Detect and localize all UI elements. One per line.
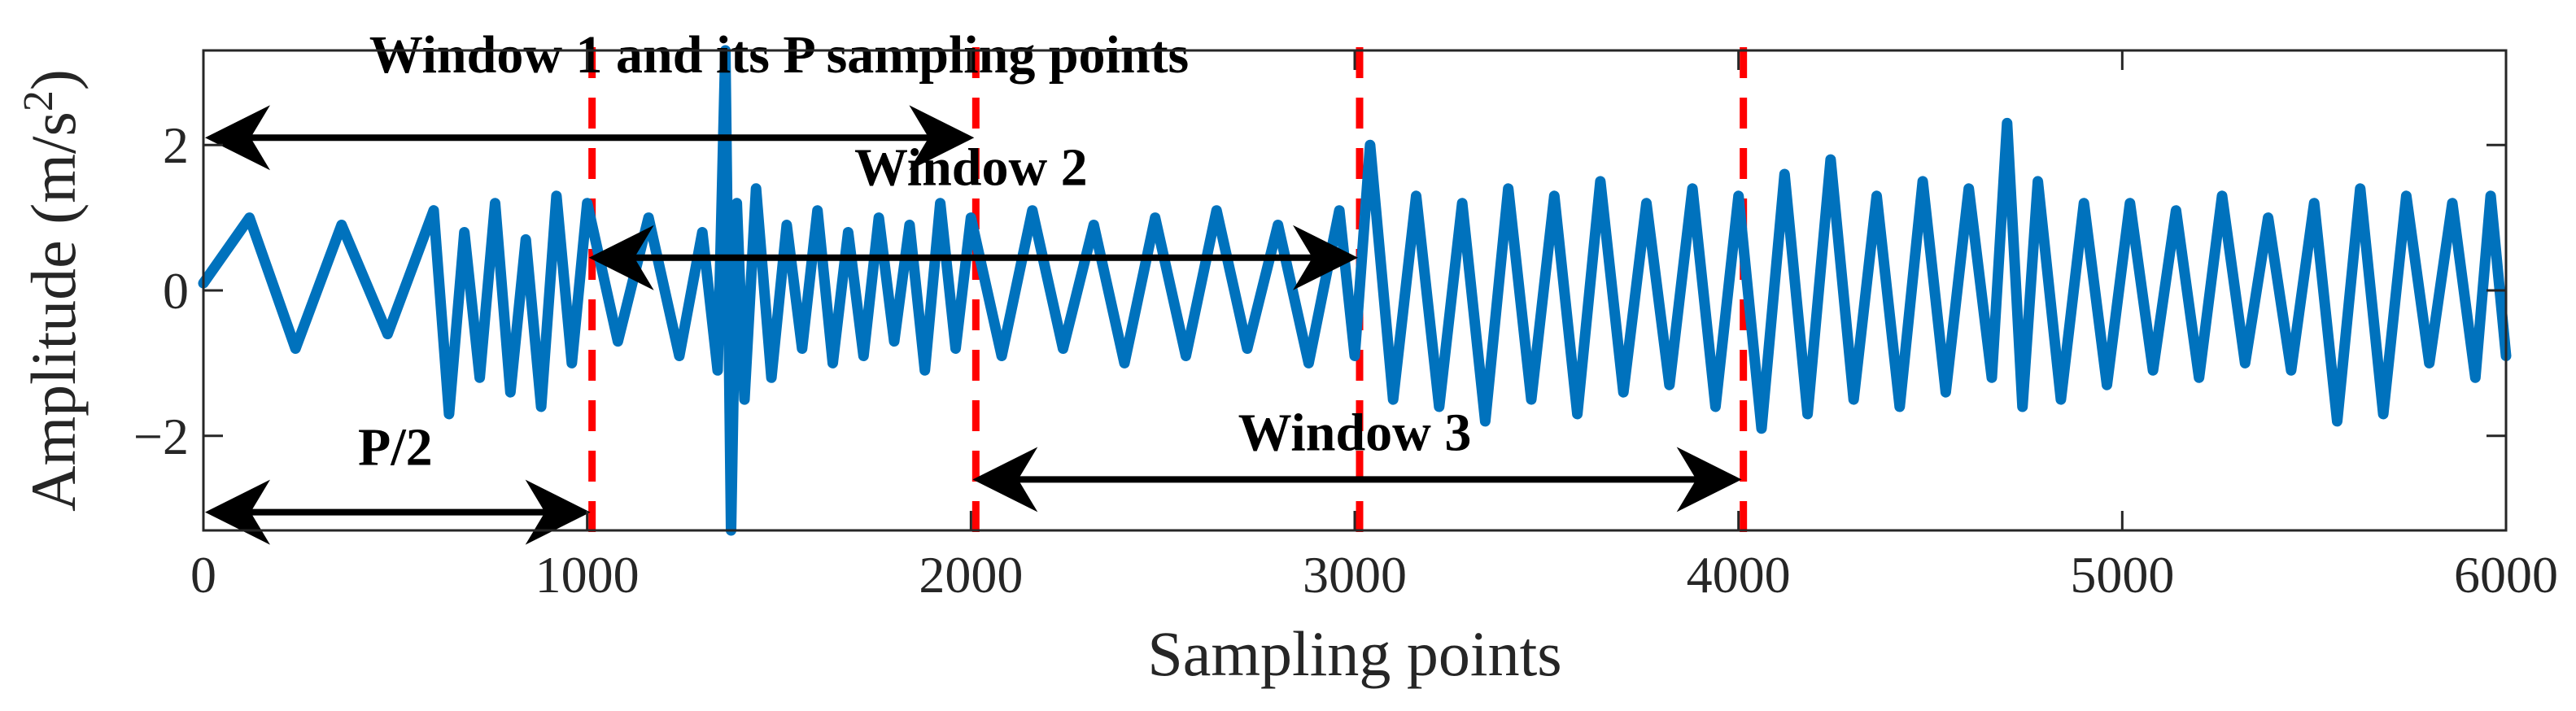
y-axis-title-close: ) (18, 69, 89, 90)
y-axis-title-main: Amplitude (m/s (18, 111, 89, 512)
y-axis-ticks: −2 0 2 (133, 116, 2506, 465)
y-tick-label: −2 (133, 408, 189, 465)
x-axis-ticks: 0 1000 2000 3000 4000 5000 6000 (190, 50, 2558, 604)
x-tick-label: 2000 (919, 546, 1023, 604)
y-axis-title-superscript: 2 (15, 90, 62, 111)
y-axis-title: Amplitude (m/s2) (15, 69, 89, 512)
y-tick-label: 0 (163, 262, 189, 320)
annotation-layer: Window 1 and its P sampling points Window… (358, 25, 1471, 478)
x-tick-label: 1000 (535, 546, 640, 604)
x-tick-label: 3000 (1303, 546, 1407, 604)
y-tick-label: 2 (163, 116, 189, 174)
annotation-label: Window 3 (1238, 403, 1472, 463)
x-axis-title: Sampling points (1147, 618, 1561, 689)
x-tick-label: 5000 (2070, 546, 2174, 604)
annotation-label: P/2 (358, 418, 433, 478)
x-tick-label: 0 (190, 546, 216, 604)
x-tick-label: 6000 (2454, 546, 2558, 604)
x-tick-label: 4000 (1687, 546, 1791, 604)
annotation-label: Window 1 and its P sampling points (369, 25, 1189, 85)
annotation-label: Window 2 (854, 137, 1088, 197)
arrow-layer (205, 105, 1742, 545)
